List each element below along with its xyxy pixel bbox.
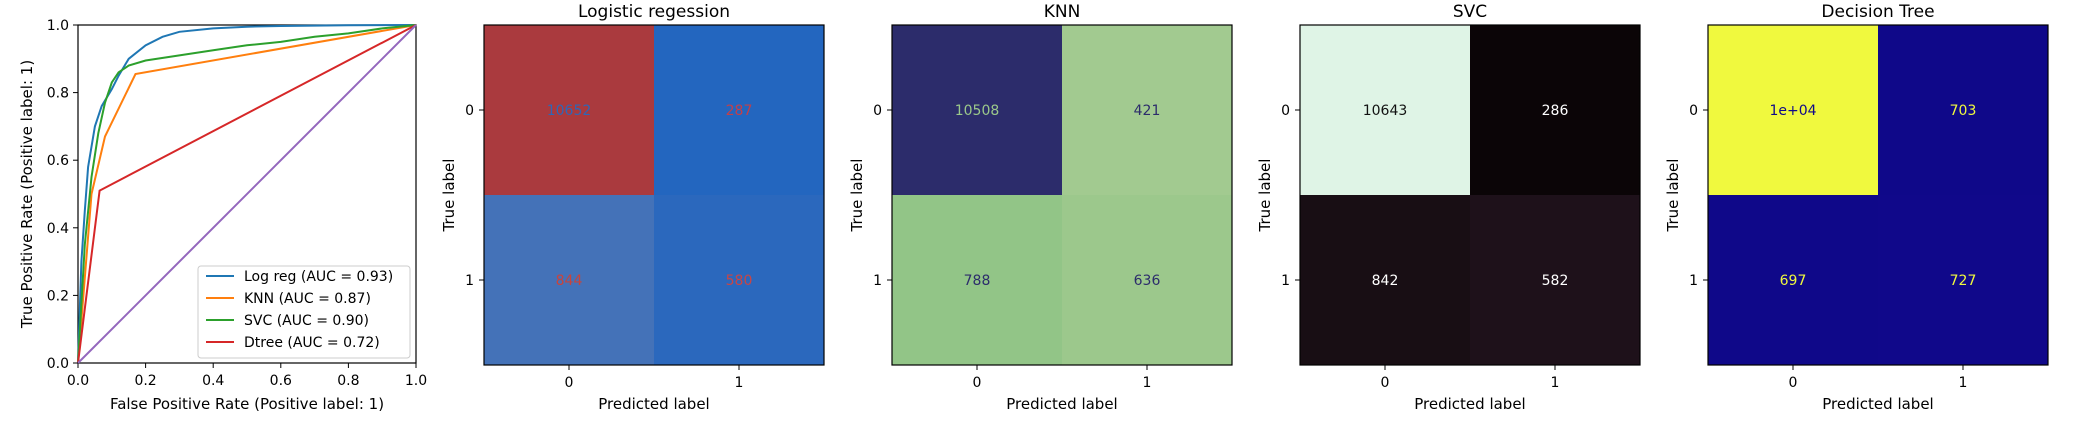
roc-x-tick-label: 1.0 (405, 373, 427, 389)
cm-cell (1878, 25, 2048, 195)
cm-frame (483, 24, 825, 366)
cm-cell-value: 10643 (1363, 103, 1408, 119)
cm-cell-value: 788 (964, 273, 991, 289)
confusion-matrix-logistic-regression: Logistic regession 10652 287 844 580 0 1 0 1 Pred… (440, 2, 825, 413)
roc-x-axis-label: False Positive Rate (Positive label: 1) (110, 395, 384, 413)
cm-y-axis-label: True label (1256, 159, 1274, 233)
roc-curve-2 (77, 24, 417, 364)
roc-curve-3 (77, 24, 417, 364)
roc-x-ticks: 0.0 0.2 0.4 0.6 0.8 1.0 (67, 363, 427, 389)
roc-y-tick-label: 0.0 (47, 356, 69, 372)
roc-y-ticks: 0.0 0.2 0.4 0.6 0.8 1.0 (47, 18, 78, 372)
cm-y-tick-label: 1 (465, 273, 474, 289)
cm-x-tick-label: 1 (1959, 375, 1968, 391)
cm-title-decision-tree: Decision Tree (1821, 2, 1934, 22)
roc-legend-entry: KNN (AUC = 0.87) (244, 291, 371, 307)
cm-y-tick-label: 1 (1689, 273, 1698, 289)
cm-y-axis-label: True label (1664, 159, 1682, 233)
roc-y-tick-label: 0.4 (47, 221, 69, 237)
cm-y-tick-label: 1 (873, 273, 882, 289)
cm-cell-value: 636 (1134, 273, 1161, 289)
roc-y-tick-label: 0.8 (47, 86, 69, 102)
cm-y-axis-label: True label (848, 159, 866, 233)
roc-x-tick-label: 0.6 (270, 373, 292, 389)
roc-x-tick-label: 0.8 (337, 373, 359, 389)
roc-y-axis-label: True Positive Rate (Positive label: 1) (18, 60, 36, 329)
confusion-matrix-decision-tree: Decision Tree 1e+04 703 697 727 0 1 0 1 Predicted… (1664, 2, 2049, 413)
cm-cell-value: 703 (1950, 103, 1977, 119)
cm-cell-value: 844 (556, 273, 583, 289)
roc-x-tick-label: 0.4 (202, 373, 224, 389)
cm-x-tick-label: 0 (565, 375, 574, 391)
cm-cell (1708, 195, 1878, 365)
cm-cell (1470, 25, 1640, 195)
roc-legend-frame (197, 265, 411, 359)
cm-x-tick-label: 1 (735, 375, 744, 391)
cm-cell (1300, 25, 1470, 195)
cm-cell-value: 727 (1950, 273, 1977, 289)
cm-cell-value: 1e+04 (1769, 103, 1816, 119)
cm-cell (892, 195, 1062, 365)
roc-y-tick-label: 0.2 (47, 288, 69, 304)
cm-y-tick-label: 0 (873, 103, 882, 119)
cm-cell (654, 25, 824, 195)
cm-y-tick-label: 0 (1281, 103, 1290, 119)
cm-cell-value: 580 (726, 273, 753, 289)
roc-panel: 0.0 0.2 0.4 0.6 0.8 1.0 0.0 0.2 0.4 0.6 0.8 1.0 Fa… (18, 18, 427, 413)
cm-cell-value: 287 (726, 103, 753, 119)
cm-cell (1708, 25, 1878, 195)
cm-x-tick-label: 1 (1551, 375, 1560, 391)
cm-y-axis-label: True label (440, 159, 458, 233)
cm-title-knn: KNN (1044, 2, 1081, 22)
roc-x-tick-label: 0.2 (134, 373, 156, 389)
roc-legend: Log reg (AUC = 0.93) KNN (AUC = 0.87) SVC … (197, 265, 411, 359)
cm-frame (1707, 24, 2049, 366)
cm-cell (1062, 25, 1232, 195)
roc-legend-entry: Dtree (AUC = 0.72) (244, 335, 380, 351)
cm-cell-value: 842 (1372, 273, 1399, 289)
cm-x-axis-label: Predicted label (1822, 395, 1933, 413)
cm-title-svc: SVC (1453, 2, 1487, 22)
cm-cell-value: 582 (1542, 273, 1569, 289)
cm-cell (1062, 195, 1232, 365)
cm-cell (1300, 195, 1470, 365)
cm-cell-value: 697 (1780, 273, 1807, 289)
cm-cell-value: 286 (1542, 103, 1569, 119)
cm-x-axis-label: Predicted label (1006, 395, 1117, 413)
cm-x-tick-label: 1 (1143, 375, 1152, 391)
roc-y-tick-label: 0.6 (47, 153, 69, 169)
cm-x-tick-label: 0 (1789, 375, 1798, 391)
cm-cell (654, 195, 824, 365)
confusion-matrix-svc: SVC 10643 286 842 582 0 1 0 1 Predicted label True… (1256, 2, 1641, 413)
cm-frame (891, 24, 1233, 366)
cm-cell (1878, 195, 2048, 365)
roc-legend-entry: SVC (AUC = 0.90) (244, 313, 369, 329)
roc-y-tick-label: 1.0 (47, 18, 69, 34)
cm-x-tick-label: 0 (1381, 375, 1390, 391)
cm-x-axis-label: Predicted label (1414, 395, 1525, 413)
cm-y-tick-label: 1 (1281, 273, 1290, 289)
confusion-matrix-knn: KNN 10508 421 788 636 0 1 0 1 Predicted label True… (848, 2, 1233, 413)
cm-y-tick-label: 0 (465, 103, 474, 119)
cm-title-logistic-regression: Logistic regession (578, 2, 730, 22)
cm-cell-value: 10508 (955, 103, 1000, 119)
cm-cell (484, 195, 654, 365)
cm-x-tick-label: 0 (973, 375, 982, 391)
cm-cell (484, 25, 654, 195)
roc-curve-4 (77, 24, 417, 364)
roc-x-tick-label: 0.0 (67, 373, 89, 389)
roc-curves (77, 24, 417, 364)
cm-x-axis-label: Predicted label (598, 395, 709, 413)
cm-y-tick-label: 0 (1689, 103, 1698, 119)
cm-cell (1470, 195, 1640, 365)
cm-cell (892, 25, 1062, 195)
cm-frame (1299, 24, 1641, 366)
roc-curve-1 (77, 24, 417, 364)
cm-cell-value: 421 (1134, 103, 1161, 119)
cm-cell-value: 10652 (547, 103, 592, 119)
roc-legend-entry: Log reg (AUC = 0.93) (244, 269, 393, 285)
roc-curve-0 (77, 24, 417, 364)
